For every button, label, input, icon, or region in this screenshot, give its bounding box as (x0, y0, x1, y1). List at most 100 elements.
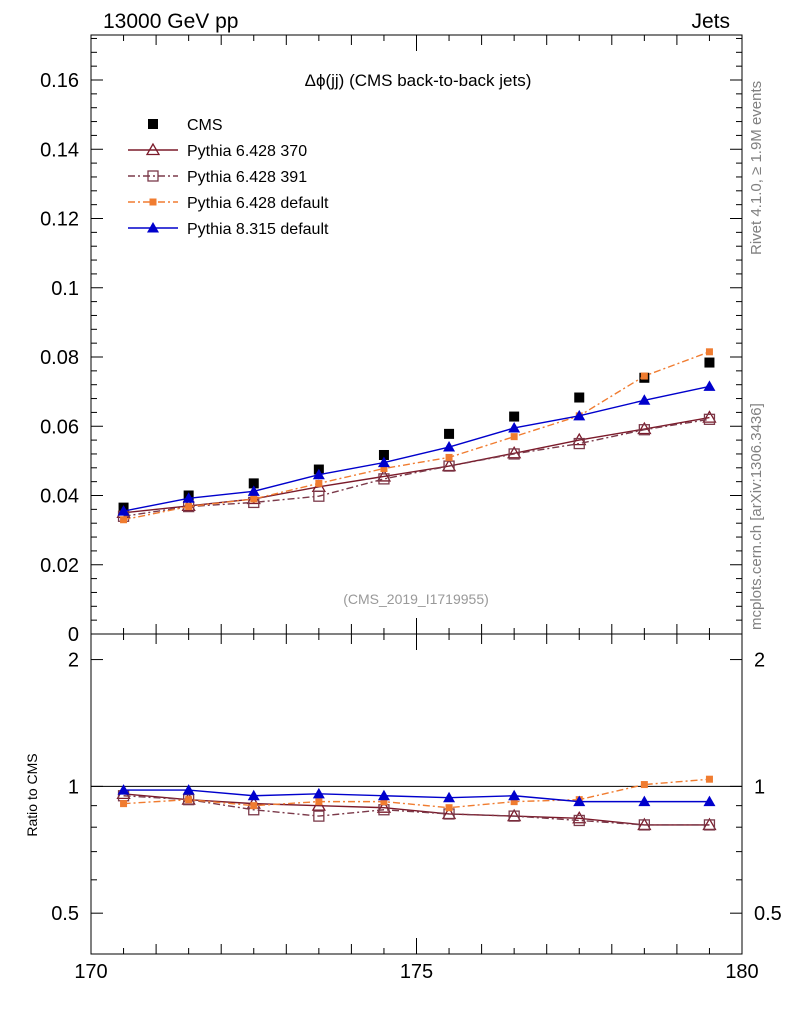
legend-marker (149, 198, 157, 206)
data-point (313, 810, 325, 822)
data-point (509, 411, 520, 422)
series-line (123, 418, 710, 517)
legend-label: Pythia 6.428 default (187, 195, 329, 212)
series-line (123, 351, 710, 521)
data-point (510, 433, 518, 441)
ratio-ylabel: Ratio to CMS (24, 753, 40, 836)
y-tick-label: 0.1 (51, 278, 79, 300)
legend-label: CMS (187, 117, 223, 134)
series-line (123, 795, 710, 826)
data-point (703, 795, 716, 807)
legend-marker (145, 142, 161, 156)
data-point (376, 469, 392, 482)
series-line (123, 385, 710, 512)
data-point (247, 789, 260, 801)
y-tick-label-right: 0.5 (754, 903, 782, 925)
data-point (640, 781, 648, 789)
data-point (182, 784, 195, 795)
data-point (638, 424, 650, 436)
data-point (702, 410, 717, 423)
y-tick-label: 1 (68, 776, 79, 798)
data-point (508, 448, 520, 460)
data-point (705, 775, 713, 783)
data-point (443, 460, 455, 472)
series-line (123, 793, 710, 826)
y-tick-label: 0.5 (51, 903, 79, 925)
data-point (573, 409, 586, 421)
header-left: 13000 GeV pp (103, 10, 238, 33)
y-tick-label: 0.04 (40, 486, 79, 508)
data-point (443, 791, 456, 803)
data-point (250, 495, 258, 503)
data-point (312, 787, 325, 799)
data-point (377, 456, 390, 468)
data-point (572, 810, 587, 824)
data-point (573, 795, 586, 807)
data-point (313, 490, 325, 502)
x-tick-label: 170 (74, 961, 107, 983)
legend: CMS Pythia 6.428 370 Pythia 6.428 391 Pythi… (128, 117, 329, 238)
y-tick-label: 0.02 (40, 555, 79, 577)
header-right: Jets (691, 10, 730, 33)
data-point (247, 485, 260, 496)
data-point (117, 505, 130, 516)
data-point (508, 810, 520, 822)
main-plot: 0 0.02 0.04 0.06 0.08 0.1 0.12 0.14 0.16 (40, 34, 743, 646)
series-line (123, 778, 710, 809)
data-point (704, 357, 715, 368)
data-point (445, 453, 453, 461)
side-label-top: Rivet 4.1.0, ≥ 1.9M events (748, 81, 765, 255)
series-line (123, 416, 710, 514)
data-point (574, 392, 585, 403)
plot-watermark: (CMS_2019_I1719955) (343, 591, 489, 607)
x-tick-label: 175 (400, 961, 433, 983)
data-point (703, 819, 716, 831)
data-point (507, 445, 522, 459)
data-point (638, 795, 651, 807)
side-label-bottom: mcplots.cern.ch [arXiv:1306.3436] (748, 403, 765, 630)
y-tick-label-right: 2 (754, 650, 765, 672)
data-point (444, 428, 455, 439)
data-point (638, 394, 651, 405)
data-point (312, 468, 325, 480)
data-point (443, 441, 456, 452)
y-tick-label: 0.12 (40, 209, 79, 231)
data-point (508, 421, 521, 433)
legend-label: Pythia 6.428 391 (187, 169, 307, 186)
data-point (250, 802, 258, 810)
data-point (185, 796, 193, 804)
legend-label: Pythia 6.428 370 (187, 143, 307, 160)
data-point (508, 789, 521, 801)
data-point (510, 798, 518, 806)
y-tick-label-right: 1 (754, 776, 765, 798)
y-tick-label: 0 (68, 624, 79, 646)
data-point (120, 516, 128, 524)
data-point (638, 819, 650, 831)
plot-title: Δϕ(jj) (CMS back-to-back jets) (305, 71, 532, 90)
data-point (572, 432, 587, 446)
data-point (640, 372, 648, 380)
y-tick-label: 0.08 (40, 347, 79, 369)
data-point (380, 464, 388, 472)
data-point (182, 492, 195, 503)
ratio-plot: 0.5 0.5 1 1 2 2 170 175 180 (51, 633, 782, 983)
data-point (185, 503, 193, 511)
y-tick-label: 0.16 (40, 70, 79, 92)
data-point (573, 814, 585, 827)
data-point (120, 800, 128, 808)
data-point (378, 473, 390, 485)
series-line (123, 789, 710, 803)
data-point (380, 798, 388, 806)
data-point (703, 413, 716, 425)
data-point (315, 798, 323, 806)
legend-marker (147, 222, 159, 233)
legend-marker (148, 119, 158, 129)
legend-marker (147, 170, 159, 182)
data-point (573, 437, 585, 450)
y-tick-label: 0.06 (40, 416, 79, 438)
x-tick-label: 180 (725, 961, 758, 983)
y-tick-label: 2 (68, 650, 79, 672)
data-point (315, 479, 323, 487)
data-point (117, 784, 130, 795)
data-point (378, 449, 389, 460)
